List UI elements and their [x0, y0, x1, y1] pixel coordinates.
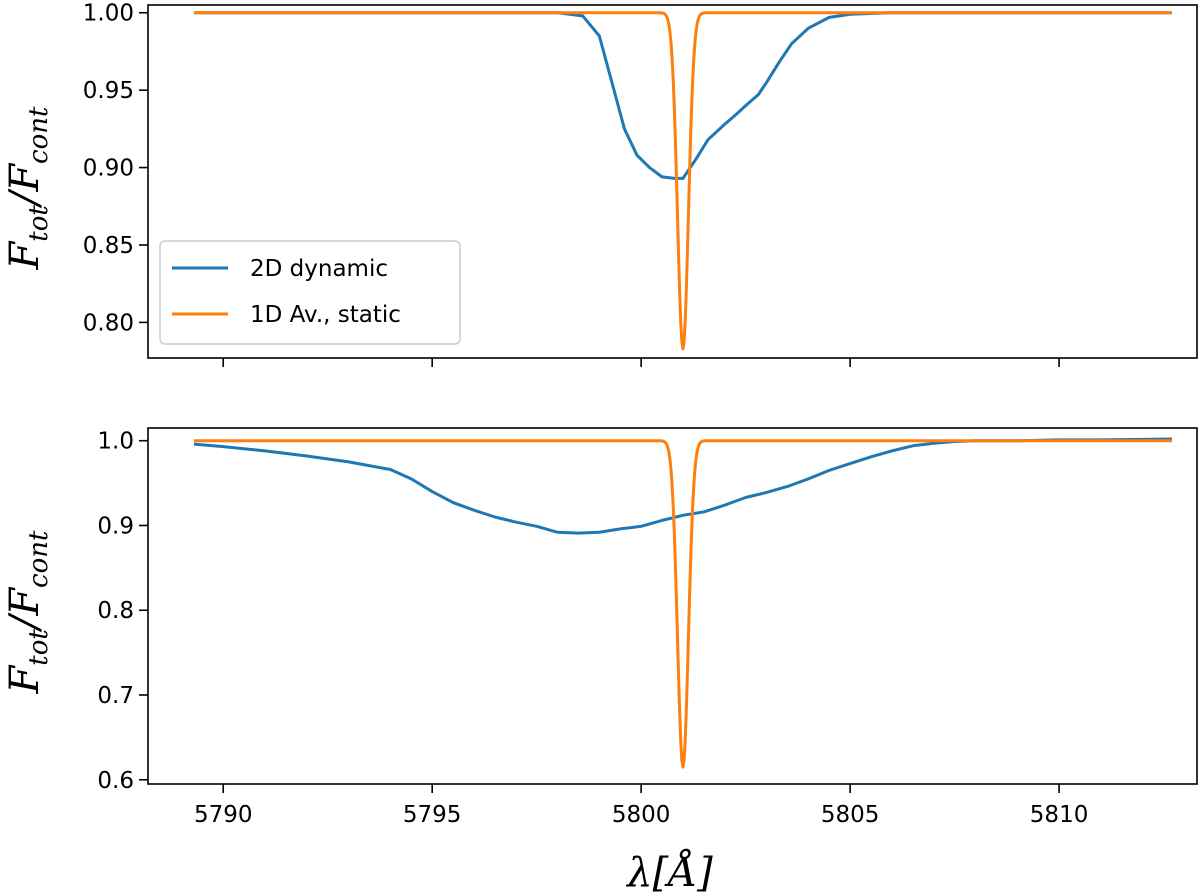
bottom-axes-frame [147, 427, 1198, 785]
legend-box [159, 240, 461, 345]
top-plot-area [193, 11, 1173, 351]
bottom-y-tick-label: 0.9 [97, 513, 134, 539]
bottom-x-tick-label: 5810 [1030, 802, 1089, 828]
top-y-tick-label: 0.95 [83, 78, 134, 104]
bottom-panel: 0.6 0.7 0.8 0.9 1.0 5790 5795 5800 5805 5810 Ftot… [2, 427, 1198, 896]
bottom-y-axis-label: Ftot/Fcont [2, 530, 54, 695]
top-series-1d-av-static [193, 11, 1173, 351]
bottom-plot-area [193, 437, 1173, 769]
top-panel: 0.80 0.85 0.90 0.95 1.00 Ftot/Fcont 2D dynam… [2, 1, 1198, 367]
bottom-x-tick-label: 5800 [612, 802, 671, 828]
top-y-tick-label: 1.00 [83, 1, 134, 27]
legend-label-1d-static: 1D Av., static [250, 302, 401, 328]
bottom-y-tick-label: 1.0 [97, 429, 134, 455]
bottom-series-1d-av-static [193, 439, 1173, 769]
top-y-tick-label: 0.80 [83, 310, 134, 336]
bottom-x-tick-label: 5790 [194, 802, 253, 828]
top-series-2d-dynamic [193, 11, 1172, 180]
top-y-tick-label: 0.90 [83, 156, 134, 182]
legend-label-2d-dynamic: 2D dynamic [250, 256, 388, 282]
bottom-y-tick-label: 0.6 [97, 768, 134, 794]
top-y-tick-label: 0.85 [83, 233, 134, 259]
bottom-x-tick-label: 5795 [403, 802, 462, 828]
top-axes: 0.80 0.85 0.90 0.95 1.00 [83, 1, 1198, 367]
top-axes-frame [147, 4, 1198, 359]
bottom-series-2d-dynamic [193, 437, 1172, 535]
bottom-y-tick-label: 0.7 [97, 683, 134, 709]
bottom-x-tick-label: 5805 [821, 802, 880, 828]
legend: 2D dynamic 1D Av., static [159, 240, 461, 345]
bottom-axes: 0.6 0.7 0.8 0.9 1.0 5790 5795 5800 5805 5810 [97, 427, 1198, 828]
bottom-y-tick-label: 0.8 [97, 598, 134, 624]
top-y-axis-label: Ftot/Fcont [2, 106, 54, 271]
x-axis-label: λ[Å] [625, 849, 713, 896]
